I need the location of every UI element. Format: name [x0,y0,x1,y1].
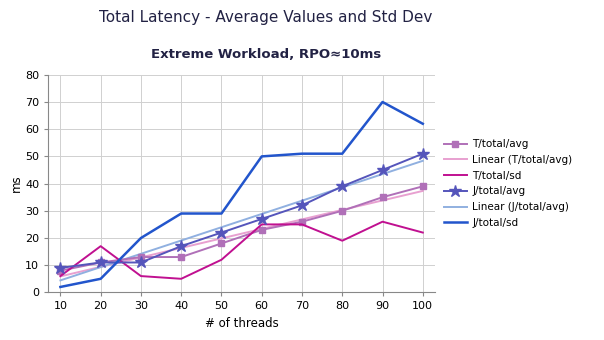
J/total/sd [218,211,225,216]
Linear (T/total/avg) [419,189,426,193]
J/total/avg [57,266,64,270]
Line: T/total/avg: T/total/avg [57,183,426,274]
J/total/sd [298,152,306,156]
J/total/avg [258,217,265,221]
T/total/sd [57,274,64,278]
J/total/avg [419,152,426,156]
J/total/avg [218,231,225,235]
Linear (J/total/avg) [272,207,280,211]
T/total/sd [298,222,306,226]
Linear (J/total/avg) [385,170,393,174]
J/total/sd [339,152,346,156]
Linear (T/total/avg) [57,274,64,278]
J/total/sd [258,154,265,158]
T/total/avg [379,195,386,199]
Linear (J/total/avg) [57,278,64,283]
T/total/sd [339,239,346,243]
X-axis label: # of threads: # of threads [205,317,278,330]
T/total/sd [419,231,426,235]
Linear (T/total/avg) [58,274,65,278]
Linear (T/total/avg) [272,223,280,227]
J/total/avg [137,260,144,265]
Text: Total Latency - Average Values and Std Dev: Total Latency - Average Values and Std D… [99,10,432,25]
T/total/avg [57,269,64,273]
J/total/sd [419,122,426,126]
T/total/sd [258,222,265,226]
T/total/avg [339,209,346,213]
J/total/avg [379,168,386,172]
Y-axis label: ms: ms [10,175,22,192]
Text: Extreme Workload, RPO≈10ms: Extreme Workload, RPO≈10ms [150,48,381,61]
T/total/sd [178,277,185,281]
J/total/sd [57,285,64,289]
Linear (J/total/avg) [278,205,286,209]
Line: J/total/avg: J/total/avg [54,148,429,274]
T/total/avg [218,241,225,245]
Linear (J/total/avg) [362,177,370,182]
Line: J/total/sd: J/total/sd [60,102,423,287]
Linear (J/total/avg) [419,159,426,163]
T/total/sd [218,258,225,262]
T/total/avg [258,228,265,232]
J/total/avg [178,244,185,248]
Linear (T/total/avg) [271,224,278,228]
T/total/avg [298,220,306,224]
Line: Linear (J/total/avg): Linear (J/total/avg) [60,161,423,280]
T/total/sd [137,274,144,278]
Linear (T/total/avg) [362,202,370,206]
J/total/avg [97,260,104,265]
J/total/sd [178,211,185,216]
J/total/sd [137,236,144,240]
J/total/avg [298,203,306,207]
T/total/avg [419,184,426,188]
Line: Linear (T/total/avg): Linear (T/total/avg) [60,191,423,276]
Linear (J/total/avg) [58,278,65,282]
J/total/sd [379,100,386,104]
J/total/avg [339,184,346,188]
Linear (T/total/avg) [278,222,286,226]
T/total/sd [97,244,104,248]
J/total/sd [97,277,104,281]
T/total/avg [137,255,144,259]
Legend: T/total/avg, Linear (T/total/avg), T/total/sd, J/total/avg, Linear (J/total/avg): T/total/avg, Linear (T/total/avg), T/tot… [444,139,572,228]
Linear (J/total/avg) [271,207,278,211]
Linear (T/total/avg) [385,197,393,201]
Line: T/total/sd: T/total/sd [60,222,423,279]
T/total/avg [178,255,185,259]
T/total/avg [97,260,104,265]
T/total/sd [379,220,386,224]
